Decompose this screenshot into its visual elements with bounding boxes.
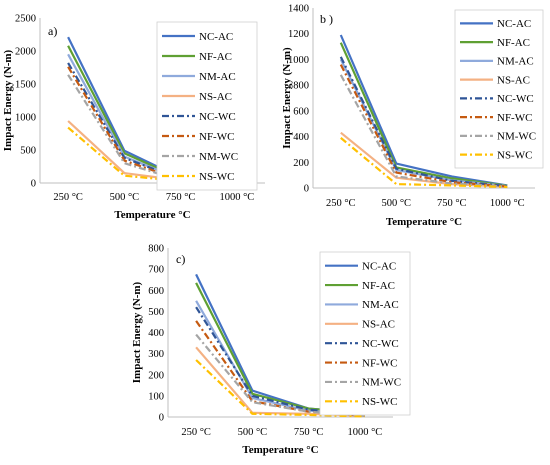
legend-label: NF-AC <box>199 51 232 63</box>
legend-label: NM-AC <box>199 71 236 83</box>
legend-label: NM-WC <box>362 377 401 389</box>
legend-box <box>156 21 258 191</box>
series-line-nf-ac <box>339 42 508 187</box>
legend-box <box>319 251 411 416</box>
y-tick-label: 400 <box>293 132 309 143</box>
legend-label: NS-WC <box>199 171 234 183</box>
x-tick-label: 500 °C <box>238 427 268 438</box>
legend: NC-AC NF-AC NM-AC NS-AC NC-WC NF-WC NM-WC NS-WC <box>319 251 411 416</box>
series-line-nm-wc <box>195 333 365 417</box>
chart-panel-1: 0 500 1000 1500 2000 2500 250 °C 500 °C 750 °C 10… <box>2 14 265 221</box>
legend-label: NS-AC <box>497 74 530 86</box>
y-tick-label: 1200 <box>288 29 309 40</box>
legend-label: NC-AC <box>362 260 396 272</box>
y-tick-label: 800 <box>148 244 164 255</box>
series-line-ns-wc <box>340 137 508 189</box>
x-tick-label: 500 °C <box>381 198 411 209</box>
y-tick-label: 700 <box>148 265 164 276</box>
legend-label: NC-WC <box>362 338 399 350</box>
panel-label: a) <box>48 24 57 38</box>
legend-label: NF-WC <box>497 112 532 124</box>
x-tick-label: 250 °C <box>326 198 356 209</box>
legend-label: NF-WC <box>199 131 234 143</box>
legend-label: NF-AC <box>497 37 530 49</box>
y-tick-label: 1500 <box>15 80 36 91</box>
x-tick-label: 1000 °C <box>490 198 525 209</box>
series-line-ns-wc <box>195 359 365 418</box>
y-tick-label: 200 <box>148 370 164 381</box>
x-axis-title: Temperature °C <box>386 216 462 228</box>
legend-box <box>454 9 544 169</box>
y-tick-label: 400 <box>148 328 164 339</box>
legend-label: NS-AC <box>362 319 395 331</box>
legend-label: NM-AC <box>362 299 399 311</box>
chart-panel-3: 0 100 200 300 400 500 600 700 800 250 °C 500 °C 750… <box>131 244 411 456</box>
legend-label: NS-AC <box>199 91 232 103</box>
y-tick-label: 500 <box>20 146 36 157</box>
legend-label: NM-WC <box>497 131 536 143</box>
legend-label: NC-WC <box>199 111 236 123</box>
legend: NC-AC NF-AC NM-AC NS-AC NC-WC NF-WC NM-WC NS-WC <box>454 9 544 169</box>
y-tick-label: 2000 <box>15 47 36 58</box>
y-tick-label: 1400 <box>288 4 309 15</box>
panel-label: c) <box>176 252 185 266</box>
x-tick-label: 1000 °C <box>219 192 254 203</box>
series-line-nc-ac <box>339 34 508 187</box>
legend-label: NS-WC <box>362 396 397 408</box>
y-tick-label: 1000 <box>288 55 309 66</box>
y-tick-label: 600 <box>293 106 309 117</box>
legend-label: NC-AC <box>497 18 531 30</box>
y-tick-label: 200 <box>293 158 309 169</box>
panel-label: b ) <box>320 12 333 26</box>
x-axis-title: Temperature °C <box>114 209 190 221</box>
legend-label: NF-WC <box>362 357 397 369</box>
y-tick-label: 0 <box>31 179 36 190</box>
y-tick-label: 2500 <box>15 14 36 25</box>
x-tick-label: 750 °C <box>294 427 324 438</box>
y-axis-title: Impact Energy (N-m) <box>2 49 14 151</box>
legend-label: NF-AC <box>362 280 395 292</box>
x-tick-label: 250 °C <box>53 192 83 203</box>
legend-label: NC-WC <box>497 93 534 105</box>
y-tick-label: 800 <box>293 81 309 92</box>
x-axis-title: Temperature °C <box>242 444 318 456</box>
y-tick-label: 0 <box>304 184 309 195</box>
legend-label: NM-AC <box>497 56 534 68</box>
y-tick-label: 1000 <box>15 113 36 124</box>
y-tick-label: 600 <box>148 286 164 297</box>
x-tick-label: 750 °C <box>166 192 196 203</box>
y-tick-label: 300 <box>148 349 164 360</box>
series-line-nc-wc <box>339 56 508 188</box>
y-tick-label: 100 <box>148 391 164 402</box>
legend-label: NM-WC <box>199 151 238 163</box>
x-tick-label: 250 °C <box>181 427 211 438</box>
legend: NC-AC NF-AC NM-AC NS-AC NC-WC NF-WC NM-WC NS-WC <box>156 21 258 191</box>
y-tick-label: 0 <box>159 413 164 424</box>
legend-label: NC-AC <box>199 31 233 43</box>
legend-label: NS-WC <box>497 149 532 161</box>
y-axis-title: Impact Energy (N-m) <box>281 47 293 149</box>
y-axis-title: Impact Energy (N-m) <box>131 281 143 383</box>
x-tick-label: 750 °C <box>437 198 467 209</box>
x-tick-label: 1000 °C <box>347 427 382 438</box>
x-tick-label: 500 °C <box>110 192 140 203</box>
y-tick-label: 500 <box>148 307 164 318</box>
chart-panel-2: 0 200 400 600 800 1000 1200 1400 250 °C 500 °C 750… <box>281 4 544 228</box>
